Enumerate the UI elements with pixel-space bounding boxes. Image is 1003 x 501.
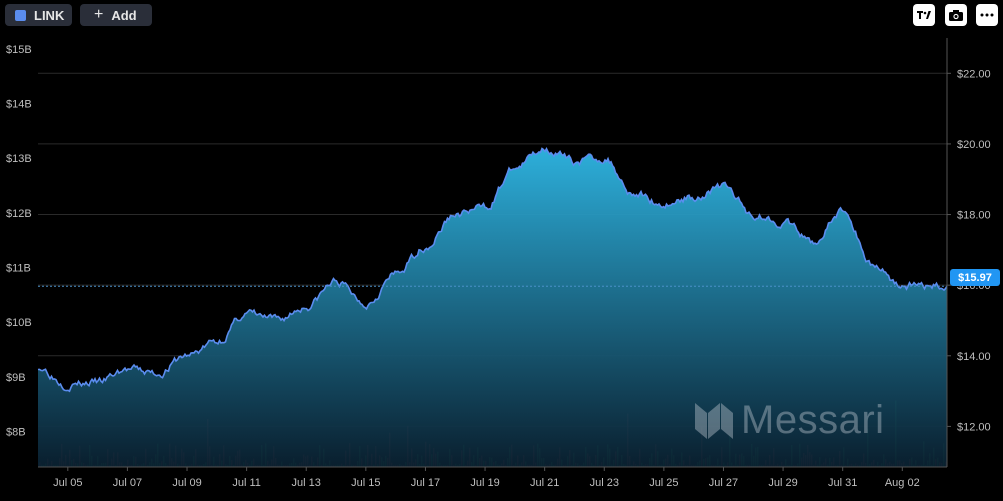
left-axis-label: $10B (6, 317, 32, 329)
right-axis-label: $20.00 (957, 139, 991, 151)
tradingview-logo-icon[interactable] (913, 4, 935, 26)
right-axis-label: $12.00 (957, 421, 991, 433)
left-axis-label: $14B (6, 99, 32, 111)
price-area (37, 146, 948, 467)
x-axis-label: Jul 17 (411, 477, 440, 489)
left-axis-label: $15B (6, 44, 32, 56)
right-axis-price: $12.00$14.00$16.00$18.00$20.00$22.00 (946, 38, 991, 467)
price-area-fill (38, 148, 947, 467)
x-axis-label: Jul 31 (828, 477, 857, 489)
messari-logo-icon (695, 402, 733, 439)
x-axis-label: Jul 07 (113, 477, 142, 489)
x-axis-label: Jul 11 (232, 477, 261, 489)
plus-icon: + (94, 6, 104, 23)
more-icon[interactable] (976, 4, 998, 26)
asset-label: LINK (34, 7, 65, 23)
messari-watermark: Messari (695, 398, 885, 443)
last-price-tag: $15.97 (950, 269, 1000, 286)
x-axis-label: Jul 05 (53, 477, 82, 489)
x-axis-label: Jul 21 (530, 477, 559, 489)
right-axis-label: $18.00 (957, 210, 991, 222)
x-axis-label: Jul 25 (649, 477, 678, 489)
left-axis-marketcap: $8B $9B $10B $11B $12B $13B $14B $15B (6, 44, 32, 439)
asset-color-swatch (15, 9, 26, 21)
right-axis-label: $14.00 (957, 351, 991, 363)
add-button[interactable]: + Add (80, 4, 152, 26)
watermark-text: Messari (741, 398, 885, 442)
x-axis-label: Jul 09 (172, 477, 201, 489)
camera-icon[interactable] (945, 4, 967, 26)
add-label: Add (111, 7, 137, 23)
x-axis: Jul 05 Jul 07 Jul 09 Jul 11 Jul 13 Jul 15 Jul … (38, 466, 947, 489)
x-axis-label: Jul 23 (590, 477, 619, 489)
left-axis-label: $12B (6, 208, 32, 220)
left-axis-label: $9B (6, 372, 26, 384)
x-axis-label: Jul 27 (709, 477, 738, 489)
asset-chip-link[interactable]: LINK (5, 4, 72, 26)
x-axis-label: Jul 19 (470, 477, 499, 489)
left-axis-label: $8B (6, 426, 26, 438)
x-axis-label: Aug 02 (885, 477, 920, 489)
right-axis-label: $22.00 (957, 68, 991, 80)
x-axis-label: Jul 29 (768, 477, 797, 489)
x-axis-label: Jul 15 (351, 477, 380, 489)
x-axis-label: Jul 13 (292, 477, 321, 489)
price-line (37, 146, 948, 393)
left-axis-label: $11B (6, 263, 31, 275)
left-axis-label: $13B (6, 153, 32, 165)
